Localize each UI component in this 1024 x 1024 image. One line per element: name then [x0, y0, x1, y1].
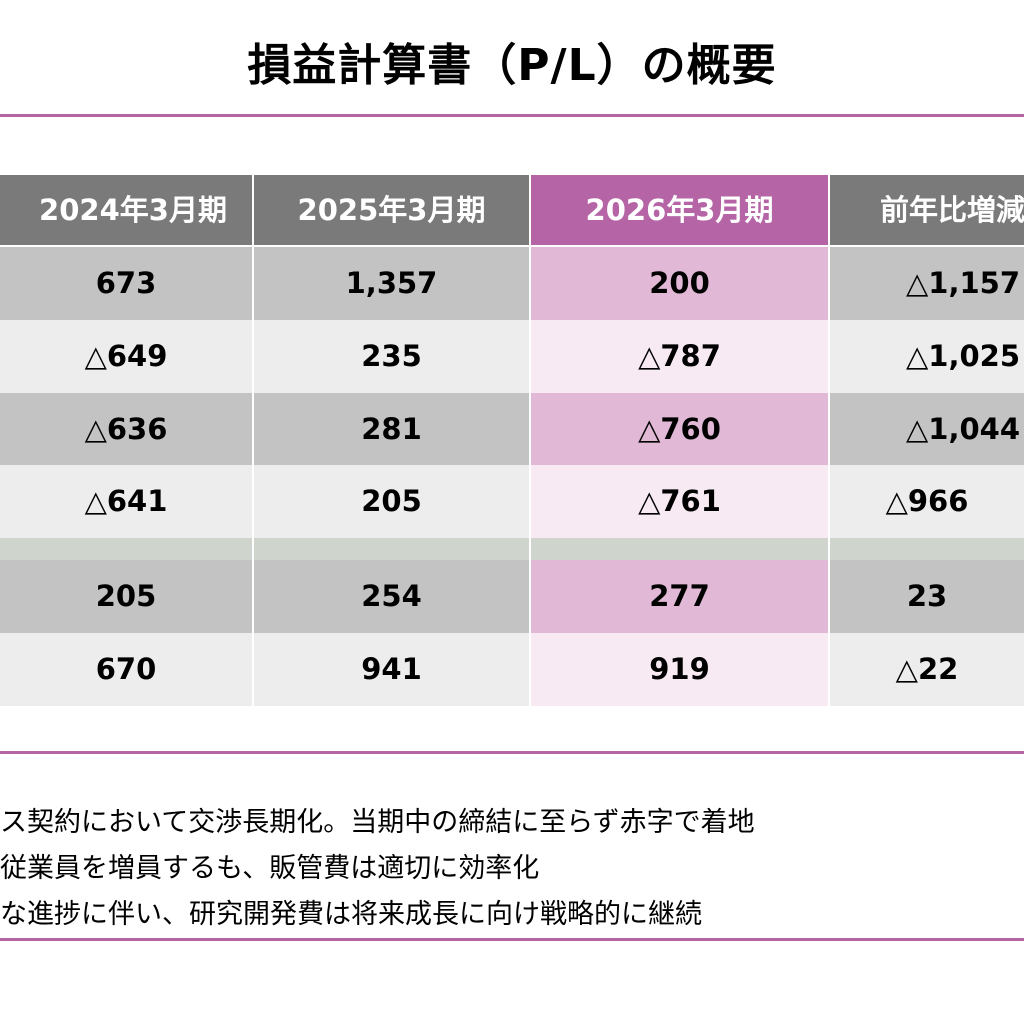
table-cell: 254 [254, 560, 529, 633]
section-separator [531, 538, 828, 560]
column-header-fy2024: 2024年3月期 [0, 175, 252, 245]
note-item: な進捗に伴い、研究開発費は将来成長に向け戦略的に継続 [0, 899, 702, 930]
table-cell: 235 [254, 320, 529, 393]
table-cell: △761 [531, 465, 828, 538]
notes-divider-top [0, 751, 1024, 754]
section-separator [254, 538, 529, 560]
note-item: ス契約において交渉長期化。当期中の締結に至らず赤字で着地 [0, 807, 755, 838]
section-separator [830, 538, 1024, 560]
table-cell: △966 [830, 465, 1024, 538]
page-title: 損益計算書（P/L）の概要 [247, 40, 777, 91]
table-cell: △787 [531, 320, 828, 393]
table-cell: 277 [531, 560, 828, 633]
column-header-yoy-change: 前年比増減 [830, 175, 1024, 245]
column-header-fy2026: 2026年3月期 [531, 175, 828, 245]
table-cell: 205 [254, 465, 529, 538]
table-cell: △1,044 [830, 393, 1024, 466]
table-cell: △636 [0, 393, 252, 466]
column-header-fy2025: 2025年3月期 [254, 175, 529, 245]
title-divider [0, 114, 1024, 117]
table-cell: 281 [254, 393, 529, 466]
pl-table: 2024年3月期 2025年3月期 2026年3月期 前年比増減 673 1,3… [0, 175, 1024, 706]
table-cell: 673 [0, 247, 252, 320]
table-cell: 200 [531, 247, 828, 320]
note-item: 従業員を増員するも、販管費は適切に効率化 [0, 853, 540, 884]
table-cell: 670 [0, 633, 252, 706]
table-cell: 941 [254, 633, 529, 706]
table-cell: 1,357 [254, 247, 529, 320]
table-cell: △641 [0, 465, 252, 538]
table-cell: △1,025 [830, 320, 1024, 393]
section-separator [0, 538, 252, 560]
table-cell: △760 [531, 393, 828, 466]
table-cell: 23 [830, 560, 1024, 633]
notes-list: ス契約において交渉長期化。当期中の締結に至らず赤字で着地 従業員を増員するも、販… [0, 800, 1024, 938]
table-cell: △649 [0, 320, 252, 393]
table-cell: 205 [0, 560, 252, 633]
table-cell: △1,157 [830, 247, 1024, 320]
table-cell: 919 [531, 633, 828, 706]
table-cell: △22 [830, 633, 1024, 706]
notes-divider-bottom [0, 938, 1024, 941]
